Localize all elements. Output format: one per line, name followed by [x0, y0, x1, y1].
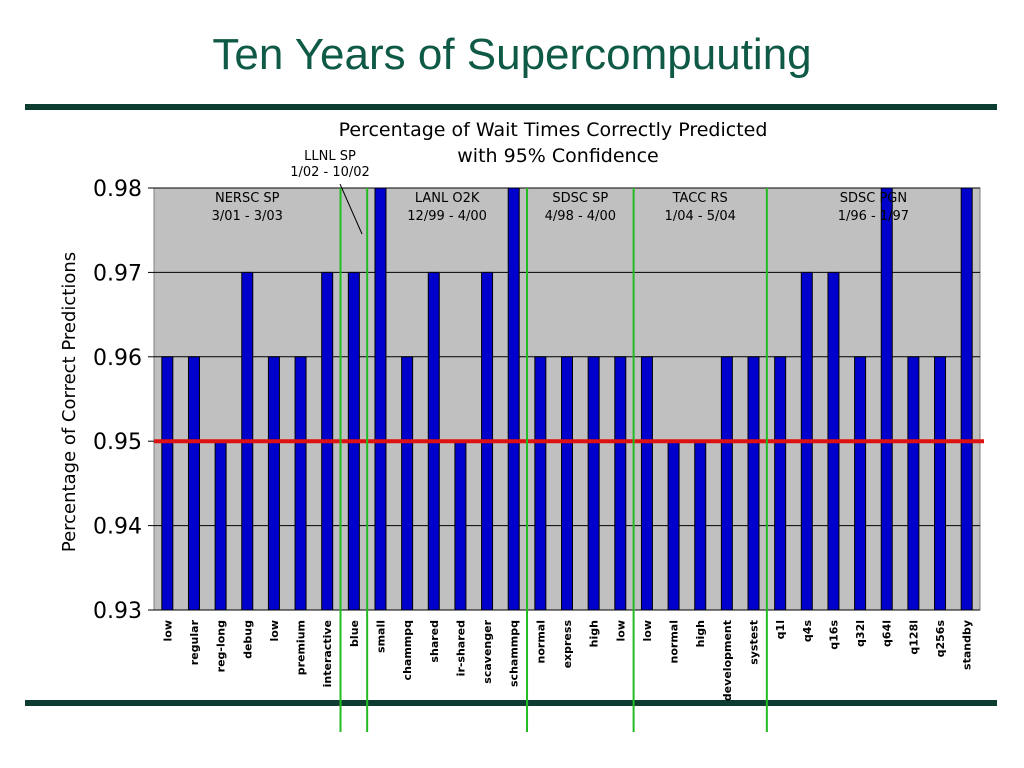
bar-express — [561, 356, 573, 611]
x-tick-label: small — [374, 620, 387, 653]
group-label-name: SDSC SP — [552, 191, 608, 206]
x-tick-label: normal — [534, 620, 547, 663]
bar-high — [587, 356, 600, 611]
bar-standby — [960, 187, 973, 611]
group-label-dates: 1/96 - 1/97 — [838, 209, 909, 224]
bar-low — [267, 356, 280, 611]
group-label-dates: 1/04 - 5/04 — [665, 209, 736, 224]
bar-low — [161, 356, 174, 611]
x-tick-label: reg-long — [215, 620, 228, 672]
chart-title-line-1: Percentage of Wait Times Correctly Predi… — [339, 119, 768, 141]
x-tick-label: low — [641, 620, 654, 642]
x-tick-label: schammpq — [508, 620, 521, 687]
group-label-dates: 12/99 - 4/00 — [407, 209, 487, 224]
x-tick-label: low — [161, 620, 174, 642]
bar-q32l — [854, 356, 867, 611]
x-tick-label: ir-shared — [454, 620, 467, 676]
bottom-rule — [25, 700, 997, 706]
bar-low — [640, 356, 653, 611]
group-label-name: TACC RS — [672, 191, 728, 206]
bar-high — [694, 440, 707, 611]
x-tick-label: shared — [428, 620, 441, 663]
llnl-leader-line — [339, 183, 363, 235]
x-tick-label: debug — [241, 620, 254, 659]
group-label-name: LLNL SP — [304, 149, 356, 164]
x-tick-label: normal — [668, 620, 681, 663]
chart-title-line-2: with 95% Confidence — [457, 145, 658, 167]
top-rule — [25, 104, 997, 110]
group-label-dates: 4/98 - 4/00 — [545, 209, 616, 224]
bar-small — [374, 187, 387, 611]
x-tick-label: q16s — [827, 620, 840, 650]
group-label-dates: 3/01 - 3/03 — [212, 209, 283, 224]
bar-regular — [187, 356, 200, 611]
x-tick-label: low — [268, 620, 281, 642]
x-tick-label: regular — [188, 619, 201, 665]
x-tick-label: premium — [295, 620, 308, 675]
y-tick-label: 0.97 — [93, 261, 142, 286]
bar-q64l — [880, 187, 893, 611]
x-tick-label: q128l — [907, 620, 920, 655]
y-tick-label: 0.98 — [93, 177, 142, 202]
group-label-name: SDSC PGN — [840, 191, 907, 206]
bar-q128l — [907, 356, 920, 611]
x-tick-label: q64l — [881, 620, 894, 647]
group-label-name: NERSC SP — [215, 191, 280, 206]
group-label-dates: 1/02 - 10/02 — [290, 165, 370, 180]
x-tick-label: standby — [961, 620, 974, 670]
bar-reg-long — [214, 440, 227, 611]
y-tick-label: 0.94 — [93, 515, 142, 540]
bar-systest — [747, 356, 760, 611]
bar-normal — [534, 356, 547, 611]
x-tick-label: high — [588, 620, 601, 647]
bar-q256s — [934, 356, 947, 611]
y-tick-label: 0.93 — [93, 599, 142, 624]
x-tick-label: systest — [748, 620, 761, 665]
bar-chammpq — [401, 356, 414, 611]
bar-premium — [294, 356, 307, 611]
x-tick-label: q32l — [854, 620, 867, 647]
y-tick-label: 0.95 — [93, 430, 142, 455]
x-tick-label: scavenger — [481, 619, 494, 683]
y-tick-label: 0.96 — [93, 346, 142, 371]
x-tick-label: express — [561, 620, 574, 669]
bar-schammpq — [507, 187, 520, 611]
bar-ir-shared — [454, 440, 467, 611]
x-tick-label: q1l — [774, 620, 787, 639]
x-tick-label: high — [694, 620, 707, 647]
x-tick-label: blue — [348, 620, 361, 647]
bar-development — [720, 356, 733, 611]
x-tick-label: chammpq — [401, 620, 414, 680]
slide-title: Ten Years of Supercompuuting — [212, 30, 812, 79]
bar-q1l — [774, 356, 787, 611]
group-label-name: LANL O2K — [415, 191, 480, 206]
bar-normal — [667, 440, 680, 611]
x-tick-label: q4s — [801, 620, 814, 643]
y-axis-label: Percentage of Correct Predictions — [59, 252, 80, 552]
x-tick-label: interactive — [321, 620, 334, 687]
bar-low — [614, 356, 627, 611]
x-tick-label: low — [614, 620, 627, 642]
x-tick-label: q256s — [934, 620, 947, 658]
x-tick-label: development — [721, 620, 734, 701]
